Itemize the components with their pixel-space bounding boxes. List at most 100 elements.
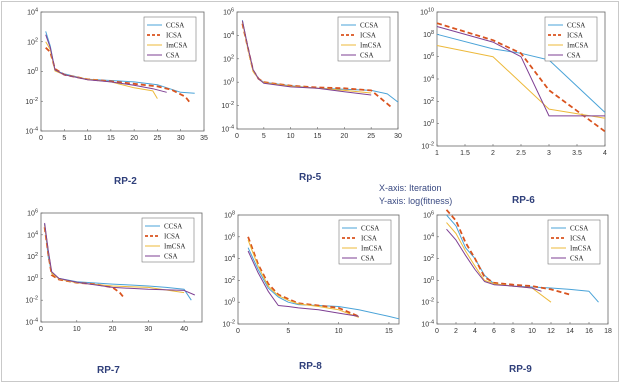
legend-label-icsa: ICSA [361,235,377,243]
x-tick-label: 4 [603,150,607,157]
legend: CCSA ICSA ImCSA CSA [547,219,601,265]
plot-area [436,214,609,325]
x-tick-label: 18 [604,328,612,335]
x-tick-label: 10 [84,135,92,142]
y-tick-label: 104 [27,230,38,239]
y-tick-label: 10-2 [221,101,234,110]
x-tick-label: 0 [236,328,240,335]
x-tick-label: 0 [39,326,43,333]
legend-label-imcsa: ImCSA [164,243,185,251]
x-tick-label: 30 [144,326,152,333]
series-line-csa [241,20,372,96]
panel-label-rp6: RP-6 [512,195,535,206]
legend-label-imcsa: ImCSA [567,42,588,50]
series-line-ccsa [247,247,400,320]
x-tick-label: 15 [107,135,115,142]
y-tick-label: 100 [423,276,434,285]
chart-rp2: 0 5 10 15 20 25 30 35 10-4 10-2 100 102 104 CCSA ICSA I… [25,8,208,143]
x-tick-label: 30 [177,135,185,142]
x-tick-label: 30 [394,133,402,140]
y-tick-label: 10-4 [221,125,234,134]
legend-label-ccsa: CCSA [567,22,585,30]
x-tick-label: 20 [130,135,138,142]
y-tick-label: 102 [223,54,234,63]
x-tick-label: 5 [262,133,266,140]
legend-label-ccsa: CCSA [570,225,588,233]
x-tick-label: 2 [454,328,458,335]
panel-label-rp7: RP-7 [97,365,120,376]
x-tick-label: 0 [435,328,439,335]
y-tick-label: 10-4 [25,318,38,327]
y-tick-label: 108 [224,211,235,220]
panel-label-rp8: RP-8 [299,361,322,372]
y-tick-label: 10-4 [25,127,38,136]
y-tick-label: 100 [27,274,38,283]
axis-note-y: Y-axis: log(fitness) [379,196,453,206]
y-tick-label: 100 [27,67,38,76]
y-tick-label: 106 [423,211,434,220]
x-tick-label: 3 [547,150,551,157]
x-tick-label: 2.5 [516,150,526,157]
legend-label-imcsa: ImCSA [570,245,591,253]
legend-label-ccsa: CCSA [164,223,182,231]
x-tick-label: 2 [491,150,495,157]
x-tick-label: 20 [340,133,348,140]
panel-label-rp9: RP-9 [509,364,532,375]
legend: CCSA ICSA ImCSA CSA [141,217,195,263]
legend-label-csa: CSA [166,52,180,60]
legend-label-csa: CSA [567,52,581,60]
plot-area [237,214,400,325]
legend: CCSA ICSA ImCSA CSA [337,16,391,62]
x-tick-label: 5 [62,135,66,142]
y-tick-label: 102 [27,252,38,261]
chart-rp9: 0 2 4 6 8 10 12 14 16 18 10-4 10-2 100 102 104 106 CCSA I… [421,209,612,335]
x-tick-label: 10 [287,133,295,140]
x-tick-label: 15 [314,133,322,140]
series-line-csa [436,26,605,117]
series-line-imcsa [446,222,552,303]
x-tick-label: 25 [154,135,162,142]
series-line-csa [247,250,359,317]
y-tick-label: 102 [423,254,434,263]
legend-label-icsa: ICSA [166,32,182,40]
legend-label-icsa: ICSA [164,233,180,241]
x-tick-label: 0 [39,135,43,142]
y-tick-label: 108 [423,30,434,39]
series-line-imcsa [247,239,359,318]
y-tick-label: 100 [223,78,234,87]
legend-label-imcsa: ImCSA [361,245,382,253]
y-tick-label: 102 [423,97,434,106]
x-tick-label: 8 [511,328,515,335]
y-tick-label: 106 [223,8,234,17]
y-tick-label: 104 [423,75,434,84]
y-tick-label: 106 [423,52,434,61]
panel-label-rp5: Rp-5 [299,172,322,183]
y-tick-label: 10-2 [222,320,235,329]
x-tick-label: 1.5 [460,150,470,157]
chart-rp5: 0 5 10 15 20 25 30 10-4 10-2 100 102 104 106 CCSA ICSA… [221,8,402,141]
x-tick-label: 6 [492,328,496,335]
x-tick-label: 3.5 [572,150,582,157]
series-line-csa [446,228,542,292]
y-tick-label: 10-2 [25,296,38,305]
legend: CCSA ICSA ImCSA CSA [544,16,598,62]
x-tick-label: 40 [180,326,188,333]
legend-label-csa: CSA [360,52,374,60]
y-tick-label: 100 [224,298,235,307]
x-tick-label: 10 [528,328,536,335]
legend-label-icsa: ICSA [570,235,586,243]
x-tick-label: 20 [109,326,117,333]
y-tick-label: 100 [423,119,434,128]
legend: CCSA ICSA ImCSA CSA [143,16,197,62]
series-line-imcsa [436,45,606,119]
y-tick-label: 10-4 [421,320,434,329]
y-tick-label: 10-2 [421,298,434,307]
series-line-icsa [436,22,606,133]
x-tick-label: 14 [566,328,574,335]
series-line-csa [44,222,195,296]
axis-note-x: X-axis: Iteration [379,183,442,193]
panel-label-rp2: RP-2 [114,176,137,187]
legend-label-imcsa: ImCSA [166,42,187,50]
y-tick-label: 10-2 [421,142,434,151]
